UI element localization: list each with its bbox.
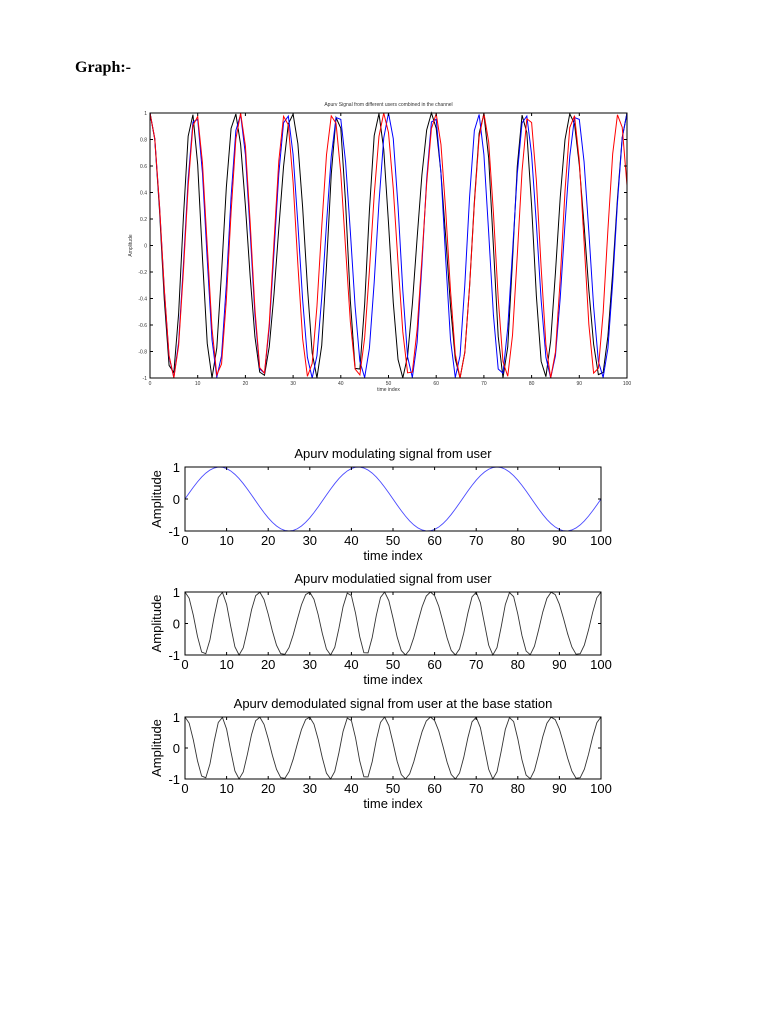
x-tick-label: 10 — [195, 381, 201, 387]
x-tick-label: 90 — [552, 533, 566, 548]
x-tick-label: 90 — [552, 781, 566, 796]
y-tick-label: -0.8 — [138, 350, 147, 356]
series-line — [149, 112, 628, 379]
x-axis-label: time index — [377, 387, 400, 393]
x-tick-label: 30 — [303, 781, 317, 796]
y-tick-label: 0 — [173, 741, 180, 756]
axes-box — [149, 112, 628, 379]
x-tick-label: 30 — [290, 381, 296, 387]
x-tick-label: 0 — [149, 381, 152, 387]
y-tick-label: 1 — [173, 710, 180, 725]
y-tick-label: 1 — [173, 460, 180, 475]
x-tick-label: 80 — [529, 381, 535, 387]
x-tick-label: 10 — [219, 781, 233, 796]
axes-box — [184, 716, 602, 780]
x-tick-label: 60 — [427, 781, 441, 796]
x-tick-label: 80 — [511, 657, 525, 672]
y-tick-label: -1 — [168, 772, 180, 787]
x-tick-label: 100 — [623, 381, 632, 387]
x-tick-label: 20 — [261, 533, 275, 548]
y-tick-label: 0 — [173, 492, 180, 507]
y-axis-label: Amplitude — [128, 234, 134, 256]
x-tick-label: 10 — [219, 533, 233, 548]
page-heading: Graph:- — [75, 59, 131, 76]
series-line — [184, 716, 602, 780]
x-tick-label: 90 — [552, 657, 566, 672]
y-axis-label: Amplitude — [149, 719, 164, 777]
x-tick-label: 60 — [427, 533, 441, 548]
x-tick-label: 50 — [386, 533, 400, 548]
x-tick-label: 0 — [181, 533, 188, 548]
x-tick-label: 50 — [386, 381, 392, 387]
x-tick-label: 40 — [344, 781, 358, 796]
x-tick-label: 80 — [511, 533, 525, 548]
y-axis-label: Amplitude — [149, 470, 164, 528]
y-tick-label: 0.8 — [140, 138, 147, 144]
x-tick-label: 100 — [590, 533, 612, 548]
x-tick-label: 70 — [481, 381, 487, 387]
x-tick-label: 20 — [243, 381, 249, 387]
x-axis-label: time index — [363, 548, 423, 563]
y-axis-label: Amplitude — [149, 595, 164, 653]
x-tick-label: 40 — [344, 657, 358, 672]
x-tick-label: 100 — [590, 781, 612, 796]
x-tick-label: 50 — [386, 781, 400, 796]
x-tick-label: 60 — [433, 381, 439, 387]
chart-0: 0 10 20 30 40 50 60 70 80 90 100-1-0.8-0.6-0.4-0.2… — [128, 102, 631, 393]
y-tick-label: 0.2 — [140, 217, 147, 223]
y-tick-label: -0.4 — [138, 297, 147, 303]
series-line — [184, 466, 602, 532]
x-tick-label: 20 — [261, 781, 275, 796]
chart-title: Apurv modulatied signal from user — [294, 571, 492, 586]
series-line — [149, 111, 628, 379]
x-tick-label: 20 — [261, 657, 275, 672]
x-tick-label: 50 — [386, 657, 400, 672]
y-tick-label: -0.2 — [138, 270, 147, 276]
x-axis-label: time index — [363, 796, 423, 811]
x-tick-label: 0 — [181, 657, 188, 672]
y-tick-label: 0.6 — [140, 164, 147, 170]
chart-title: Apurv modulating signal from user — [294, 446, 492, 461]
y-tick-label: -1 — [143, 376, 148, 382]
x-tick-label: 90 — [577, 381, 583, 387]
y-tick-label: 0 — [173, 617, 180, 632]
x-axis-label: time index — [363, 672, 423, 687]
chart-title: Apurv Signal from different users combin… — [324, 102, 452, 108]
x-tick-label: 10 — [219, 657, 233, 672]
x-tick-label: 80 — [511, 781, 525, 796]
y-tick-label: -1 — [168, 648, 180, 663]
x-tick-label: 40 — [344, 533, 358, 548]
x-tick-label: 70 — [469, 781, 483, 796]
chart-title: Apurv demodulated signal from user at th… — [234, 696, 553, 711]
x-tick-label: 70 — [469, 657, 483, 672]
x-tick-label: 30 — [303, 657, 317, 672]
x-tick-label: 70 — [469, 533, 483, 548]
y-tick-label: -1 — [168, 524, 180, 539]
axes-box — [184, 591, 602, 656]
y-tick-label: -0.6 — [138, 323, 147, 329]
y-tick-label: 0 — [144, 244, 147, 250]
series-line — [184, 591, 602, 656]
y-tick-label: 1 — [173, 585, 180, 600]
x-tick-label: 60 — [427, 657, 441, 672]
y-tick-label: 1 — [144, 111, 147, 117]
x-tick-label: 40 — [338, 381, 344, 387]
x-tick-label: 30 — [303, 533, 317, 548]
x-tick-label: 100 — [590, 657, 612, 672]
y-tick-label: 0.4 — [140, 191, 147, 197]
x-tick-label: 0 — [181, 781, 188, 796]
series-line — [149, 112, 628, 379]
